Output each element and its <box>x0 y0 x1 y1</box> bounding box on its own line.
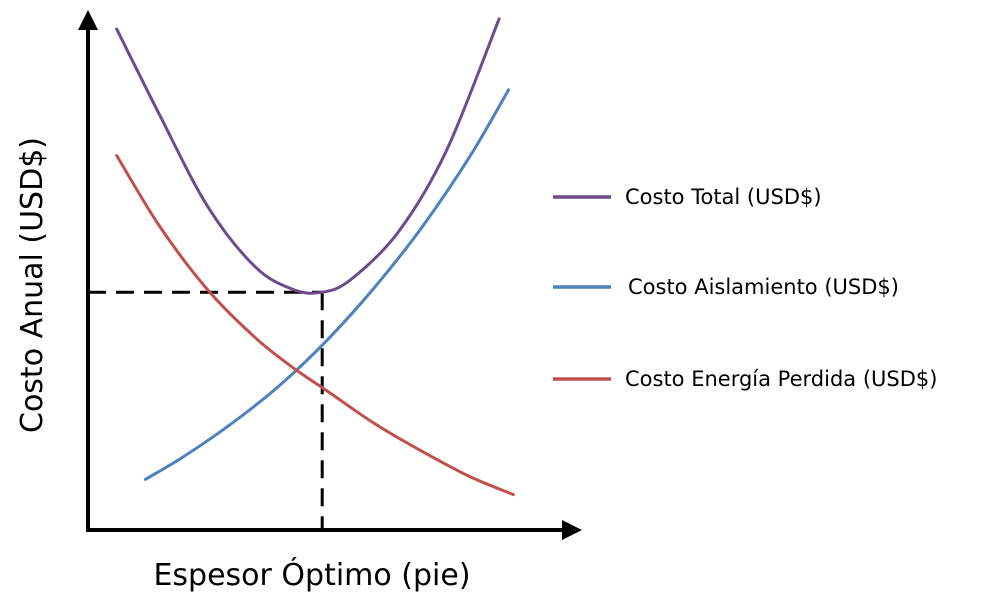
series-line-costo-total <box>115 17 501 295</box>
legend-label-costo-aislamiento: Costo Aislamiento (USD$) <box>628 275 899 299</box>
legend: Costo Total (USD$) Costo Aislamiento (USD… <box>553 185 937 391</box>
series-line-costo-aislamiento <box>143 88 511 481</box>
y-axis-arrow-icon <box>78 10 98 30</box>
y-axis-title: Costo Anual (USD$) <box>15 137 50 433</box>
axes <box>78 10 582 540</box>
legend-label-costo-total: Costo Total (USD$) <box>625 185 822 209</box>
x-axis-title: Espesor Óptimo (pie) <box>153 556 470 593</box>
plot-area <box>88 17 515 530</box>
legend-label-costo-energia-perdida: Costo Energía Perdida (USD$) <box>625 367 937 391</box>
x-axis-arrow-icon <box>562 520 582 540</box>
series-group <box>115 17 515 497</box>
series-line-costo-energia-perdida <box>115 154 515 497</box>
